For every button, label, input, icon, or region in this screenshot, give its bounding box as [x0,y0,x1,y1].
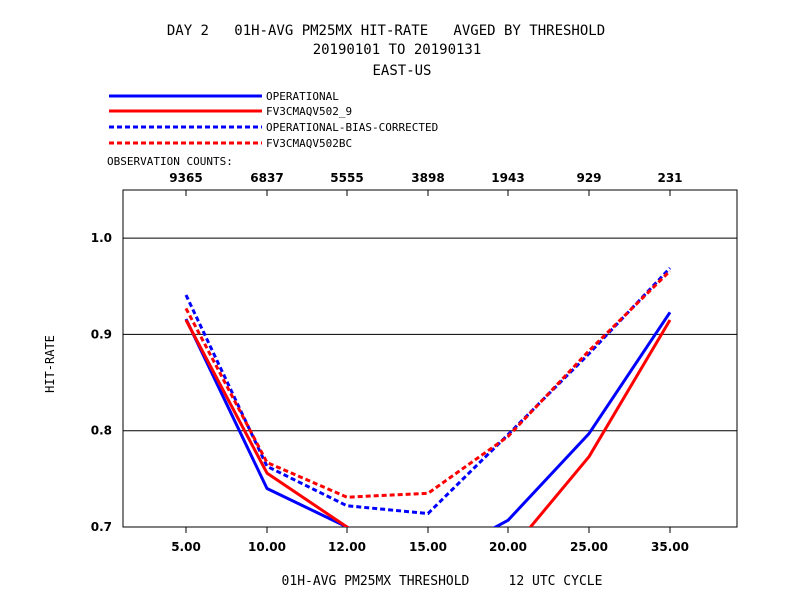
legend-label: FV3CMAQV502_9 [266,105,352,118]
observation-count: 5555 [330,171,363,185]
series-line-2 [184,319,672,527]
observation-count: 1943 [491,171,524,185]
observation-count: 3898 [411,171,444,185]
series-line-4 [184,269,672,499]
x-axis-ticks: 5.00 10.00 12.00 15.00 20.00 25.00 35.00 [171,190,689,554]
x-tick-label: 10.00 [248,540,286,554]
series-line-1 [184,311,672,527]
observation-count: 9365 [169,171,202,185]
x-tick-label: 12.00 [328,540,366,554]
y-tick-label: 0.8 [91,424,112,438]
chart-region: EAST-US [372,63,431,79]
legend-label: OPERATIONAL-BIAS-CORRECTED [266,121,438,134]
x-tick-label: 5.00 [171,540,201,554]
y-tick-label: 1.0 [91,231,112,245]
y-axis-ticks: 0.7 0.8 0.9 1.0 [91,231,112,534]
legend-label: FV3CMAQV502BC [266,137,352,150]
series-lines [184,266,672,527]
x-tick-label: 25.00 [570,540,608,554]
x-axis-label: 01H-AVG PM25MX THRESHOLD 12 UTC CYCLE [282,574,603,589]
y-axis-label: HIT-RATE [43,335,57,393]
x-tick-label: 15.00 [409,540,447,554]
legend: OPERATIONAL FV3CMAQV502_9 OPERATIONAL-BIAS… [109,90,438,150]
y-tick-label: 0.9 [91,327,112,341]
chart-title: DAY 2 01H-AVG PM25MX HIT-RATE AVGED BY T… [167,23,605,39]
x-tick-label: 20.00 [489,540,527,554]
observation-counts-label: OBSERVATION COUNTS: [107,155,233,168]
chart-subtitle: 20190101 TO 20190131 [313,42,482,58]
observation-count: 6837 [250,171,283,185]
observation-count: 929 [576,171,601,185]
legend-label: OPERATIONAL [266,90,339,103]
x-tick-label: 35.00 [651,540,689,554]
observation-counts: 9365 6837 5555 3898 1943 929 231 [169,171,682,185]
observation-count: 231 [657,171,682,185]
y-tick-label: 0.7 [91,520,112,534]
gridlines [123,237,737,432]
plot-frame [122,189,738,528]
series-line-3 [184,266,672,515]
